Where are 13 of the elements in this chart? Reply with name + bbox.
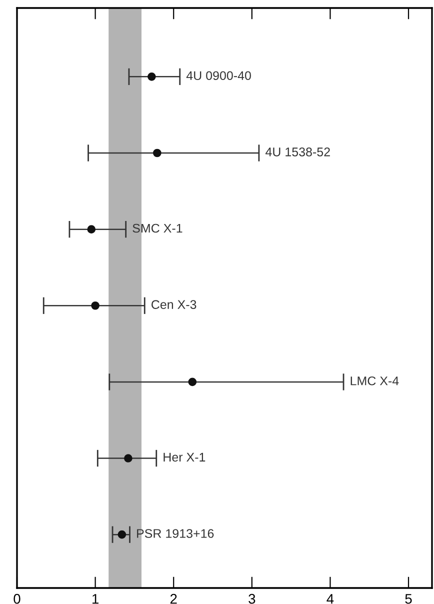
x-tick-label: 3 xyxy=(248,594,256,604)
y-tick-label: Her X-1 xyxy=(164,452,206,462)
y-tick-label: Cen X-3 xyxy=(152,300,196,309)
x-tick-label: 2 xyxy=(170,594,177,604)
y-tick-label: LMC X-4 xyxy=(350,376,399,386)
y-tick-label: 4U 0900-40 xyxy=(186,71,251,80)
x-tick-label: 4 xyxy=(326,594,334,604)
x-tick-label: 1 xyxy=(92,594,98,604)
y-tick-label: 4U 1538-52 xyxy=(266,148,330,156)
y-tick-label: PSR 1913+16 xyxy=(137,529,214,538)
y-tick-label: SMC X-1 xyxy=(132,224,182,233)
x-tick-label: 0 xyxy=(14,594,20,604)
x-tick-label: 5 xyxy=(405,594,412,604)
